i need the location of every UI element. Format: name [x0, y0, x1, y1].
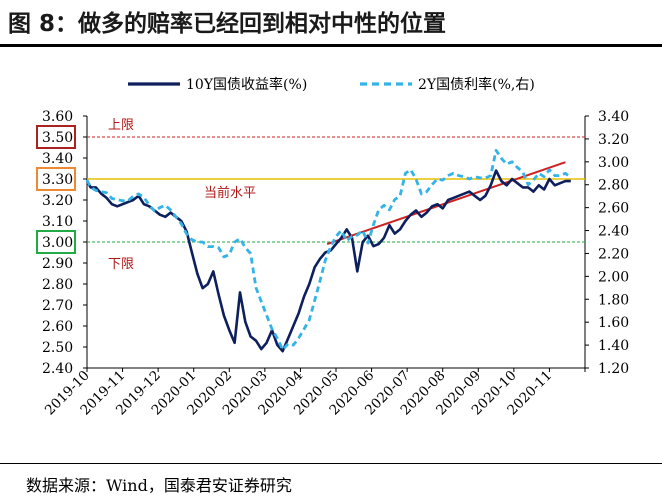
- reference-line-label: 当前水平: [204, 185, 256, 201]
- page-title: 图 8：做多的赔率已经回到相对中性的位置: [8, 11, 447, 37]
- highlighted-tick-box: [36, 230, 76, 254]
- right-tick-label: 1.40: [598, 338, 629, 354]
- reference-line-label: 上限: [108, 118, 134, 133]
- right-tick-label: 1.20: [598, 361, 629, 377]
- left-tick-label: 2.60: [42, 319, 73, 335]
- left-tick-label: 3.50: [42, 130, 73, 146]
- yield-chart: 2.40 2.50 2.60 2.70 2.80 2.90 3.00 3.10 3.20 3.30…: [36, 76, 629, 419]
- left-tick-label: 2.90: [42, 256, 73, 272]
- right-tick-label: 3.00: [598, 155, 629, 171]
- left-tick-label: 3.30: [42, 172, 73, 188]
- reference-line-label: 下限: [108, 257, 134, 272]
- legend-label: 2Y国债利率(%,右): [418, 76, 535, 93]
- left-tick-label: 2.70: [42, 298, 73, 314]
- left-tick-label: 3.40: [42, 151, 73, 167]
- left-tick-label: 3.20: [42, 193, 73, 209]
- highlighted-tick-box: [36, 167, 76, 191]
- left-tick-label: 3.60: [42, 109, 73, 125]
- highlighted-tick-box: [36, 125, 76, 149]
- legend-label: 10Y国债收益率(%): [186, 76, 307, 93]
- left-tick-label: 3.00: [42, 235, 73, 251]
- title-divider: [0, 44, 662, 47]
- series-line-2y: [85, 148, 572, 352]
- left-tick-label: 2.80: [42, 277, 73, 293]
- left-tick-label: 2.40: [42, 361, 73, 377]
- right-tick-label: 3.40: [598, 109, 629, 125]
- right-tick-label: 2.60: [598, 201, 629, 217]
- right-tick-label: 2.80: [598, 178, 629, 194]
- right-tick-label: 2.40: [598, 224, 629, 240]
- right-tick-label: 3.20: [598, 132, 629, 148]
- source-divider: [0, 463, 662, 464]
- right-tick-label: 2.00: [598, 269, 629, 285]
- right-tick-label: 1.80: [598, 292, 629, 308]
- source-note: 数据来源：Wind，国泰君安证券研究: [26, 476, 292, 495]
- right-tick-label: 1.60: [598, 315, 629, 331]
- series-line-10y: [85, 169, 571, 353]
- left-tick-label: 3.10: [42, 214, 73, 230]
- left-tick-label: 2.50: [42, 340, 73, 356]
- right-tick-label: 2.20: [598, 246, 629, 262]
